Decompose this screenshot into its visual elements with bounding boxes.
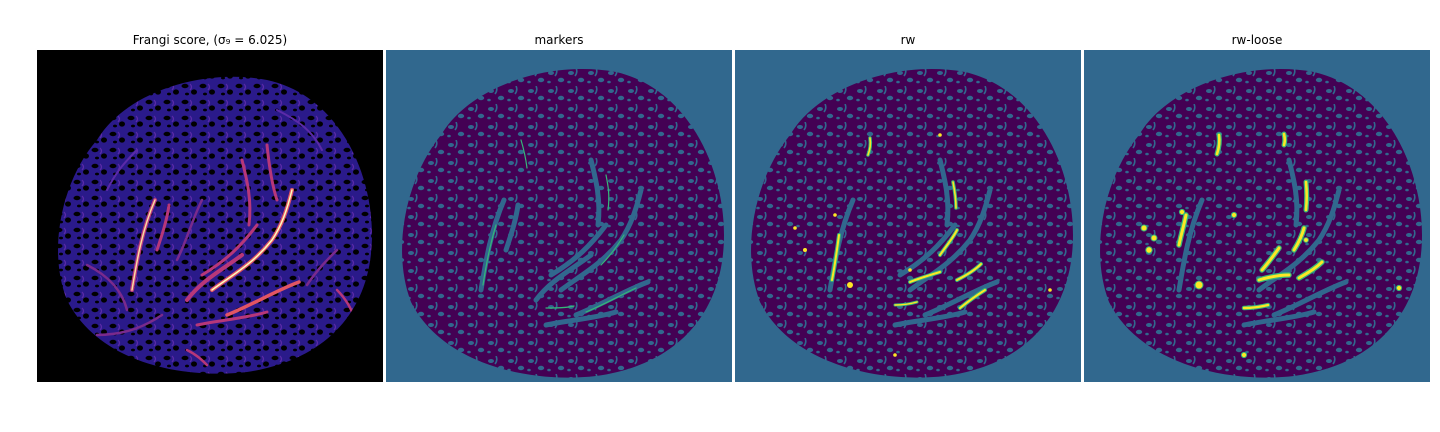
frangi-score-image (37, 50, 383, 382)
panel-title-frangi: Frangi score, (σ₉ = 6.025) (132, 33, 288, 47)
frangi-image-svg (37, 50, 383, 382)
rw-loose-image-svg (1084, 50, 1430, 382)
rw-loose-image (1084, 50, 1430, 382)
markers-image (386, 50, 732, 382)
rw-image-svg (735, 50, 1081, 382)
rw-tissue (751, 69, 1073, 378)
panel-title-rw: rw (900, 33, 916, 47)
frangi-tissue (58, 76, 372, 374)
markers-seeds (482, 139, 637, 313)
rw-loose-vessels (1176, 131, 1325, 311)
frangi-vessels (85, 109, 357, 367)
markers-tissue (402, 69, 724, 378)
rw-loose-tissue (1100, 69, 1422, 378)
rw-image (735, 50, 1081, 382)
rw-vessels (830, 136, 987, 310)
markers-image-svg (386, 50, 732, 382)
rw-spots (793, 133, 1052, 357)
rw-loose-spots (1140, 208, 1403, 359)
panel-title-rw-loose: rw-loose (1231, 33, 1283, 47)
panel-title-markers: markers (534, 33, 584, 47)
